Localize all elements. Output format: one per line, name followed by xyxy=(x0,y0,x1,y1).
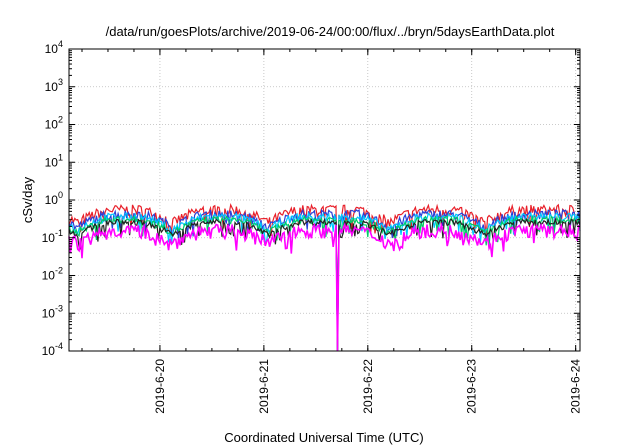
x-axis: 2019-6-20 2019-6-21 2019-6-22 2019-6-23 2019… xyxy=(81,49,583,414)
x-tick-label: 2019-6-24 xyxy=(569,359,583,414)
x-tick-label: 2019-6-20 xyxy=(153,359,167,414)
y-tick-label: 102 xyxy=(45,115,63,132)
y-tick-label: 10-2 xyxy=(42,266,63,283)
chart-title: /data/run/goesPlots/archive/2019-06-24/0… xyxy=(106,24,555,39)
y-tick-label: 100 xyxy=(45,190,63,207)
y-axis: 10-4 10-3 10-2 10-1 100 101 102 103 104 xyxy=(42,39,580,358)
y-tick-label: 103 xyxy=(45,77,63,94)
x-tick-label: 2019-6-22 xyxy=(361,359,375,414)
y-tick-label: 10-1 xyxy=(42,228,63,245)
data-series xyxy=(68,202,581,352)
y-axis-label: cSv/day xyxy=(20,176,35,223)
y-tick-label: 101 xyxy=(45,152,63,169)
y-tick-label: 10-4 xyxy=(42,341,63,358)
x-axis-label: Coordinated Universal Time (UTC) xyxy=(224,430,423,445)
grid-lines xyxy=(69,49,580,351)
x-tick-label: 2019-6-21 xyxy=(257,359,271,414)
series-line xyxy=(68,221,581,352)
x-tick-label: 2019-6-23 xyxy=(465,359,479,414)
y-tick-label: 10-3 xyxy=(42,303,63,320)
y-tick-label: 104 xyxy=(45,39,63,56)
series-line xyxy=(68,217,581,352)
